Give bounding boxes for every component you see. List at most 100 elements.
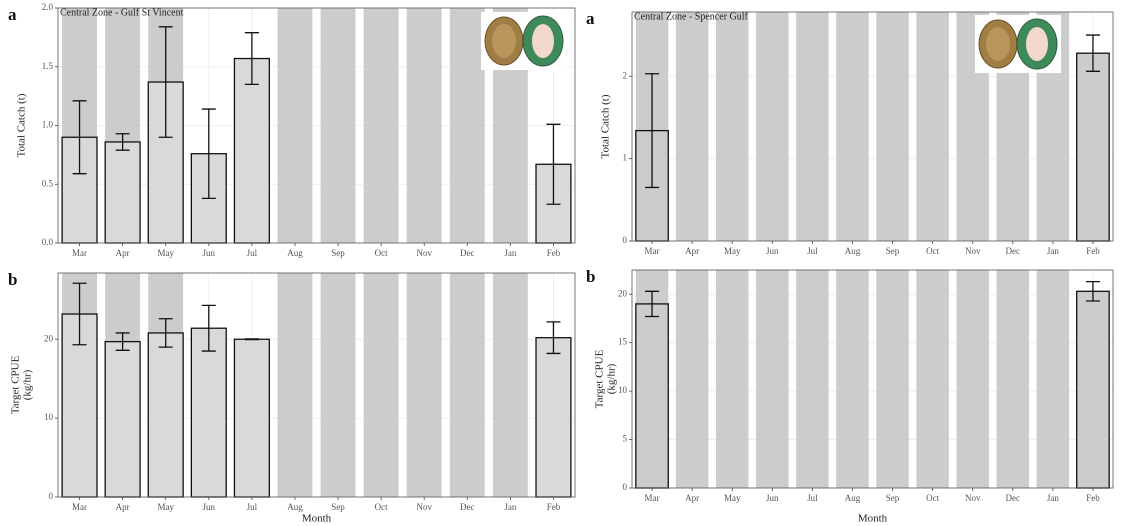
x-tick-label: Jan <box>504 248 516 258</box>
x-tick-label: Feb <box>1086 493 1100 503</box>
closed-month-shade <box>916 12 949 241</box>
y-tick-label: 1.0 <box>42 120 54 130</box>
plot-background <box>58 273 575 497</box>
plot-border <box>57 272 576 498</box>
closed-month-shade <box>836 12 869 241</box>
closed-month-shade <box>406 8 442 243</box>
closed-month-shade <box>996 270 1030 488</box>
x-tick-label: Mar <box>645 493 660 503</box>
x-tick-label: Dec <box>460 502 475 512</box>
abalone-shell-inner <box>986 27 1010 61</box>
closed-month-shade <box>277 8 313 243</box>
y-axis-label: (kg/hr) <box>606 363 618 394</box>
x-tick-label: Nov <box>965 493 981 503</box>
plot-background <box>632 270 1113 488</box>
y-tick-label: 0 <box>623 482 628 492</box>
y-axis-label: Total Catch (t) <box>600 94 612 158</box>
closed-month-shade <box>756 270 789 488</box>
y-tick-label: 5 <box>623 434 628 444</box>
x-axis-label: Month <box>302 513 332 525</box>
abalone-foot <box>1026 27 1048 61</box>
x-tick-label: Jan <box>1047 493 1059 503</box>
closed-month-shade <box>916 270 949 488</box>
y-tick-label: 2.0 <box>42 2 54 12</box>
x-tick-label: Mar <box>645 246 660 256</box>
x-tick-label: Dec <box>460 248 475 258</box>
error-bar <box>158 26 173 138</box>
closed-month-shade <box>277 273 313 497</box>
y-tick-label: 2 <box>623 70 628 80</box>
y-tick-label: 20 <box>44 333 54 343</box>
x-axis-label: Month <box>858 513 888 525</box>
closed-month-shade <box>796 12 829 241</box>
bar <box>635 303 669 489</box>
x-tick-label: Nov <box>965 246 981 256</box>
error-bar <box>115 332 130 351</box>
y-tick-label: 10 <box>618 385 628 395</box>
closed-month-shade <box>406 273 442 497</box>
x-tick-label: Dec <box>1006 493 1021 503</box>
x-tick-label: May <box>724 246 741 256</box>
error-bar <box>201 304 216 352</box>
abalone-shell-inner <box>492 24 516 58</box>
y-tick-label: 15 <box>618 337 628 347</box>
x-tick-label: Nov <box>416 502 432 512</box>
panel-title: Central Zone - Gulf St Vincent <box>60 7 184 18</box>
panel-label: b <box>586 267 595 286</box>
closed-month-shade <box>756 12 789 241</box>
x-tick-label: Feb <box>547 502 561 512</box>
closed-month-shade <box>363 273 399 497</box>
y-tick-label: 0.5 <box>42 178 54 188</box>
bar <box>1076 290 1110 489</box>
closed-month-shade <box>675 12 709 241</box>
abalone-foot <box>532 24 554 58</box>
x-tick-label: Nov <box>416 248 432 258</box>
y-tick-label: 0 <box>49 491 54 501</box>
x-tick-label: Jul <box>247 248 258 258</box>
x-tick-label: Apr <box>685 246 699 256</box>
x-tick-label: Apr <box>685 493 699 503</box>
error-bar <box>1085 280 1100 302</box>
x-tick-label: Apr <box>116 502 130 512</box>
bar <box>104 340 141 498</box>
x-tick-label: Aug <box>287 502 303 512</box>
error-bar <box>72 100 87 175</box>
plot-border <box>631 11 1114 242</box>
y-tick-label: 0 <box>623 235 628 245</box>
x-tick-label: Aug <box>845 493 861 503</box>
closed-month-shade <box>492 273 528 497</box>
closed-month-shade <box>956 270 989 488</box>
closed-month-shade <box>836 270 869 488</box>
x-tick-label: Aug <box>845 246 861 256</box>
y-tick-label: 1 <box>623 153 628 163</box>
panel-label: a <box>586 9 595 28</box>
y-tick-label: 20 <box>618 288 628 298</box>
closed-month-shade <box>320 273 356 497</box>
x-tick-label: Jun <box>766 246 779 256</box>
closed-month-shade <box>1036 270 1070 488</box>
plot-border <box>631 269 1114 489</box>
closed-month-shade <box>449 273 485 497</box>
y-tick-label: 0.0 <box>42 237 54 247</box>
x-tick-label: Oct <box>926 246 939 256</box>
panel-title: Central Zone - Spencer Gulf <box>634 11 749 22</box>
error-bar <box>158 318 173 348</box>
bar <box>104 141 141 244</box>
x-tick-label: Feb <box>547 248 561 258</box>
bar <box>190 327 227 498</box>
x-tick-label: Jul <box>807 493 818 503</box>
x-tick-label: Sep <box>331 248 345 258</box>
y-axis-label: Target CPUE <box>594 349 606 408</box>
x-tick-label: Jul <box>247 502 258 512</box>
x-tick-label: Dec <box>1006 246 1021 256</box>
closed-month-shade <box>796 270 829 488</box>
x-tick-label: Mar <box>72 248 87 258</box>
bar <box>1076 52 1110 242</box>
closed-month-shade <box>876 12 909 241</box>
x-tick-label: Oct <box>375 248 388 258</box>
error-bar <box>1085 34 1100 72</box>
y-axis-label: (kg/hr) <box>22 369 34 400</box>
x-tick-label: Sep <box>886 246 900 256</box>
x-tick-label: Jun <box>203 248 216 258</box>
